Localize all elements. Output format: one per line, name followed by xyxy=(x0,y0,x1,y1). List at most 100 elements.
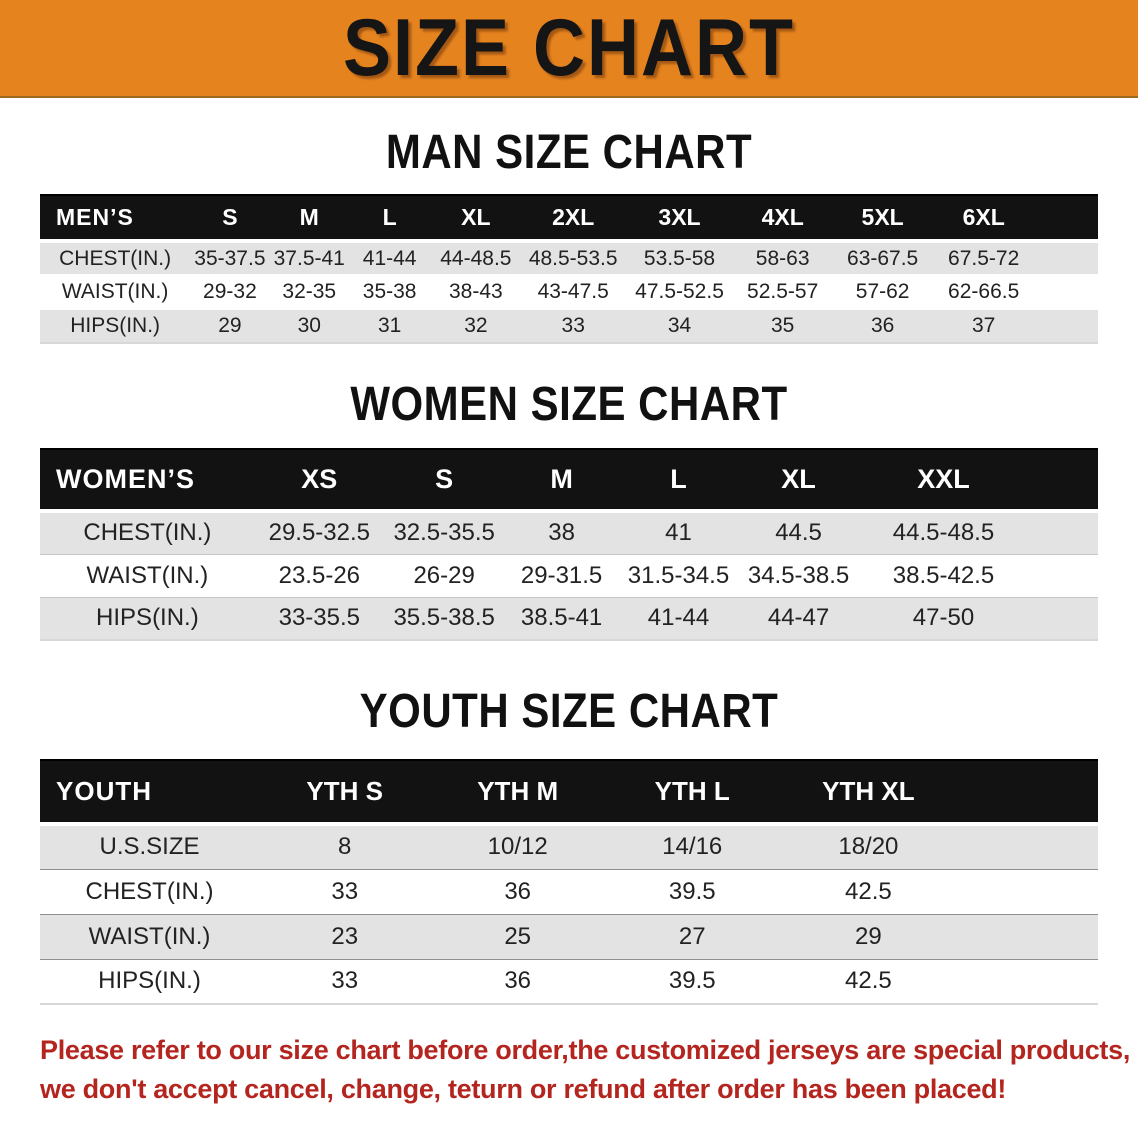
size-cell: 26-29 xyxy=(413,561,475,589)
women-table-body: CHEST(IN.) 29.5-32.5 32.5-35.5 38 41 44.5 44.5… xyxy=(40,511,1098,640)
row-label: HIPS(IN.) xyxy=(98,967,201,995)
size-cell: 44-47 xyxy=(767,604,830,632)
size-cell: 29-31.5 xyxy=(520,561,603,589)
size-cell: 47-50 xyxy=(912,604,975,632)
size-cell: 38 xyxy=(548,519,575,547)
row-filler xyxy=(1033,309,1098,343)
column-header: L xyxy=(348,194,431,243)
table-title: YOUTH xyxy=(40,759,259,826)
row-label: CHEST(IN.) xyxy=(85,877,214,905)
size-cell: 33 xyxy=(331,877,359,905)
size-cell: 47.5-52.5 xyxy=(635,280,724,303)
size-cell: 32-35 xyxy=(282,280,337,303)
size-cell: 29 xyxy=(218,314,242,337)
size-cell: 36 xyxy=(870,314,895,337)
column-header: S xyxy=(190,194,270,243)
size-cell: 8 xyxy=(338,833,352,861)
size-cell: 35 xyxy=(770,314,795,337)
men-table-body: CHEST(IN.) 35-37.5 37.5-41 41-44 44-48.5 48.5… xyxy=(40,241,1098,343)
size-cell: 44.5-48.5 xyxy=(892,519,995,547)
size-cell: 29.5-32.5 xyxy=(268,519,371,547)
column-header: S xyxy=(383,448,505,513)
column-header: XL xyxy=(738,448,859,513)
size-cell: 27 xyxy=(678,922,706,950)
size-cell: 62-66.5 xyxy=(948,280,1020,303)
row-label: WAIST(IN.) xyxy=(88,922,211,950)
size-cell: 41-44 xyxy=(362,246,417,270)
row-label: HIPS(IN.) xyxy=(70,314,161,337)
row-label: U.S.SIZE xyxy=(99,833,200,861)
size-cell: 42.5 xyxy=(845,877,892,905)
size-cell: 23.5-26 xyxy=(278,561,361,589)
row-label: CHEST(IN.) xyxy=(59,246,172,270)
size-cell: 39.5 xyxy=(668,967,716,995)
size-cell: 48.5-53.5 xyxy=(528,246,618,270)
size-cell: 63-67.5 xyxy=(847,246,919,270)
size-cell: 32.5-35.5 xyxy=(393,519,495,547)
size-cell: 33 xyxy=(561,314,585,337)
size-cell: 29-32 xyxy=(203,280,257,303)
size-cell: 58-63 xyxy=(755,246,810,270)
row-filler xyxy=(957,914,1098,959)
table-row: HIPS(IN.) 33 36 39.5 42.5 xyxy=(40,959,1098,1004)
size-cell: 23 xyxy=(331,922,359,950)
size-cell: 41-44 xyxy=(647,604,710,632)
size-cell: 43-47.5 xyxy=(537,280,609,303)
header-filler xyxy=(1028,448,1098,513)
row-label: HIPS(IN.) xyxy=(96,604,199,632)
header-row: MEN’S S M L XL 2XL 3XL 4XL 5XL 6XL xyxy=(40,194,1098,243)
page-title: SIZE CHART xyxy=(343,3,795,93)
row-label: WAIST(IN.) xyxy=(86,561,209,589)
men-size-table: MEN’S S M L XL 2XL 3XL 4XL 5XL 6XL CHEST(IN.) 35-3… xyxy=(40,194,1098,344)
youth-section-heading: YOUTH SIZE CHART xyxy=(359,683,779,738)
size-cell: 52.5-57 xyxy=(747,280,819,303)
header-row: WOMEN’S XS S M L XL XXL xyxy=(40,448,1098,513)
size-cell: 35-38 xyxy=(362,280,417,303)
size-cell: 36 xyxy=(504,877,532,905)
size-cell: 32 xyxy=(464,314,488,337)
column-header: 3XL xyxy=(625,194,734,243)
size-cell: 33 xyxy=(331,967,359,995)
header-filler xyxy=(1033,194,1098,243)
column-header: YTH L xyxy=(604,759,780,826)
size-cell: 35-37.5 xyxy=(194,246,266,270)
column-header: 6XL xyxy=(933,194,1034,243)
women-table-header: WOMEN’S XS S M L XL XXL xyxy=(40,448,1098,513)
row-filler xyxy=(1028,511,1098,554)
size-cell: 10/12 xyxy=(487,833,548,861)
order-policy-line1: Please refer to our size chart before or… xyxy=(40,1035,1131,1065)
row-filler xyxy=(1028,554,1098,597)
table-title: WOMEN’S xyxy=(40,448,255,513)
banner: SIZE CHART xyxy=(0,0,1138,98)
header-filler xyxy=(957,759,1098,826)
size-cell: 44-48.5 xyxy=(440,246,512,270)
table-row: WAIST(IN.) 23 25 27 29 xyxy=(40,914,1098,959)
youth-table-header: YOUTH YTH S YTH M YTH L YTH XL xyxy=(40,759,1098,826)
size-cell: 42.5 xyxy=(845,967,892,995)
column-header: M xyxy=(504,448,619,513)
column-header: YTH M xyxy=(430,759,605,826)
size-cell: 53.5-58 xyxy=(643,246,716,270)
column-header: YTH S xyxy=(259,759,431,826)
column-header: M xyxy=(269,194,349,243)
row-filler xyxy=(957,959,1098,1004)
table-row: U.S.SIZE 8 10/12 14/16 18/20 xyxy=(40,824,1098,869)
table-row: CHEST(IN.) 29.5-32.5 32.5-35.5 38 41 44.5 44.5… xyxy=(40,511,1098,554)
size-cell: 31.5-34.5 xyxy=(627,561,730,589)
youth-size-table: YOUTH YTH S YTH M YTH L YTH XL U.S.SIZE 8 10/1… xyxy=(40,759,1098,1005)
column-header: XS xyxy=(254,448,384,513)
size-cell: 18/20 xyxy=(838,833,899,861)
size-cell: 30 xyxy=(297,314,321,337)
size-cell: 34 xyxy=(667,314,692,337)
row-filler xyxy=(1033,275,1098,309)
order-policy-note: Please refer to our size chart before or… xyxy=(40,1031,1138,1109)
size-cell: 25 xyxy=(504,922,532,950)
size-cell: 37 xyxy=(971,314,996,337)
table-row: CHEST(IN.) 35-37.5 37.5-41 41-44 44-48.5 48.5… xyxy=(40,241,1098,275)
size-cell: 38.5-42.5 xyxy=(892,561,995,589)
column-header: 5XL xyxy=(831,194,934,243)
row-filler xyxy=(1033,241,1098,275)
size-cell: 44.5 xyxy=(775,519,822,547)
table-row: HIPS(IN.) 33-35.5 35.5-38.5 38.5-41 41-44 44-… xyxy=(40,597,1098,640)
table-row: WAIST(IN.) 29-32 32-35 35-38 38-43 43-47.5 47.… xyxy=(40,275,1098,309)
